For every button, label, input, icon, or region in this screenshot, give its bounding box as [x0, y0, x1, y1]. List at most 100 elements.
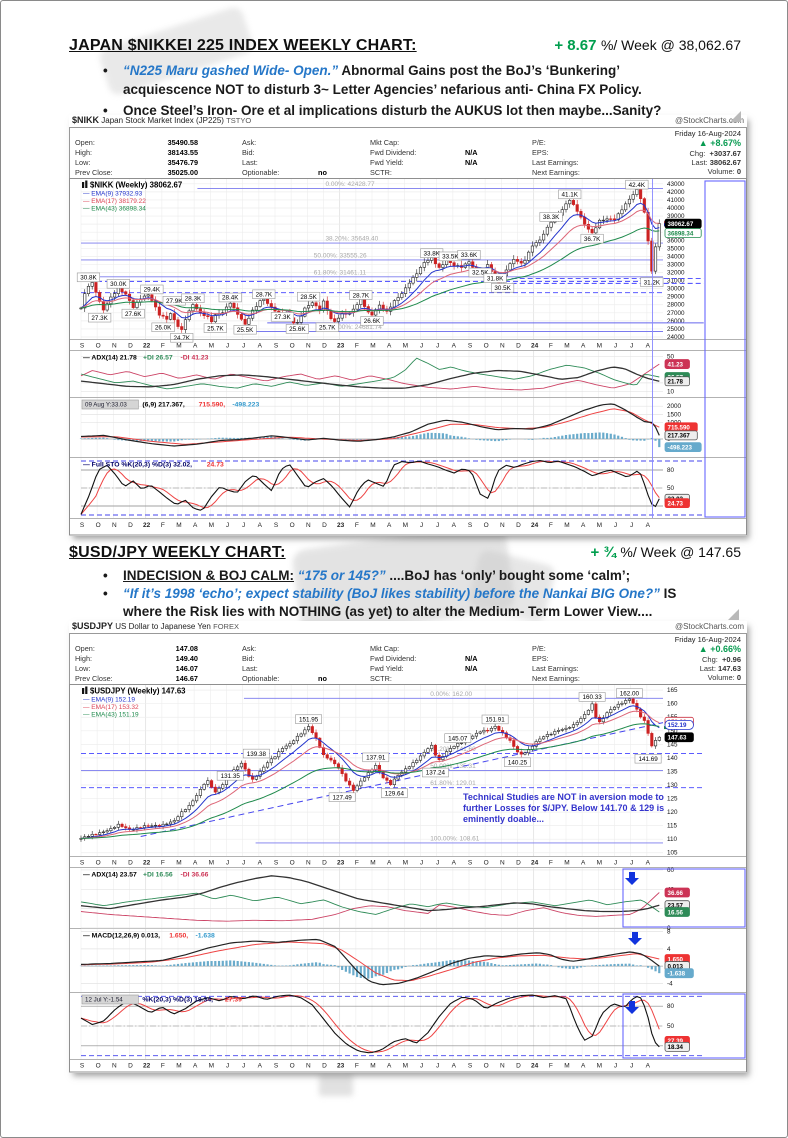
svg-text:J: J [614, 522, 617, 529]
svg-text:N: N [112, 1063, 117, 1070]
info-value: 35490.58 [167, 138, 198, 147]
svg-text:F: F [549, 343, 553, 350]
svg-text:O: O [96, 522, 101, 529]
svg-text:S: S [468, 1063, 473, 1070]
svg-text:28.4K: 28.4K [222, 295, 239, 302]
source-credit: @StockCharts.com [674, 116, 744, 125]
svg-text:50: 50 [667, 485, 675, 492]
svg-text:33.8K: 33.8K [423, 250, 440, 257]
svg-text:A: A [387, 860, 392, 867]
nikkei-bullet-2: • Once Steel’s Iron- Ore et al implicatio… [103, 103, 662, 118]
info-label: Prev Close: [75, 168, 113, 177]
svg-text:24.7K: 24.7K [173, 335, 190, 342]
svg-text:F: F [549, 860, 553, 867]
svg-text:$NIKK (Weekly) 38062.67: $NIKK (Weekly) 38062.67 [90, 181, 182, 190]
quote-date: Friday 16-Aug-2024 [674, 634, 741, 644]
info-label: High: [75, 148, 93, 157]
price-labels: 131.35 139.38 151.95 127.49 137.91 129.64 137.… [216, 688, 662, 802]
svg-text:J: J [242, 343, 245, 350]
svg-text:36.7K: 36.7K [584, 236, 601, 243]
quote-panel: Open: 35490.58 High: 38143.55 Low: 35476.79 Pr… [69, 127, 747, 179]
svg-text:21.78: 21.78 [668, 379, 684, 386]
svg-text:30.0K: 30.0K [110, 281, 127, 288]
svg-text:0.013: 0.013 [668, 963, 684, 970]
svg-text:165: 165 [667, 687, 678, 694]
info-value: 38143.55 [167, 148, 198, 157]
svg-text:D: D [322, 1063, 327, 1070]
svg-text:J: J [436, 343, 439, 350]
svg-text:F: F [355, 522, 359, 529]
svg-text:$USDJPY (Weekly) 147.63: $USDJPY (Weekly) 147.63 [90, 687, 186, 696]
svg-text:24: 24 [531, 860, 539, 867]
overlays [622, 868, 746, 1059]
ema-lines [80, 202, 660, 319]
svg-text:131.35: 131.35 [221, 773, 241, 780]
info-value: N/A [465, 158, 478, 167]
svg-text:-498.223: -498.223 [232, 402, 259, 409]
svg-text:23.57: 23.57 [668, 902, 684, 909]
svg-text:28.7K: 28.7K [256, 291, 273, 298]
down-arrow-icon [625, 1001, 639, 1014]
panel-macd: 200015001000009 Aug Y:33.03(6,9) 217.367… [79, 399, 702, 453]
nikkei-bullet-1: • “N225 Maru gashed Wide- Open.” Abnormal… [103, 63, 642, 97]
svg-text:F: F [355, 1063, 359, 1070]
svg-text:36898.34: 36898.34 [668, 230, 694, 237]
svg-text:A: A [193, 522, 198, 529]
svg-text:M: M [403, 860, 408, 867]
svg-text:715.590,: 715.590, [199, 402, 226, 409]
month-axis: S O N D 22 F M A M J J A S O N D 23 F M A M J J A S O N D 24 F M A M J J A S… [80, 860, 651, 1070]
info-label: Fwd Yield: [370, 664, 404, 673]
svg-text:— EMA(17) 38179.22: — EMA(17) 38179.22 [83, 198, 146, 205]
svg-text:M: M [403, 343, 408, 350]
svg-text:27.6K: 27.6K [125, 311, 142, 318]
svg-text:M: M [370, 860, 375, 867]
svg-text:O: O [96, 860, 101, 867]
svg-text:8: 8 [667, 929, 671, 936]
svg-text:M: M [597, 343, 602, 350]
svg-text:M: M [209, 343, 214, 350]
svg-text:-1.638: -1.638 [196, 933, 215, 940]
svg-text:J: J [630, 1063, 633, 1070]
quote-change: Chg: +3037.67 [689, 149, 741, 158]
svg-text:-4: -4 [667, 980, 673, 987]
ema-17 [80, 710, 660, 839]
svg-text:A: A [258, 343, 263, 350]
svg-text:115: 115 [667, 823, 678, 830]
svg-text:N: N [500, 522, 505, 529]
nikkei-title: JAPAN $NIKKEI 225 INDEX WEEKLY CHART: [69, 37, 417, 54]
svg-text:M: M [209, 860, 214, 867]
svg-text:33000: 33000 [667, 261, 685, 268]
svg-text:26000: 26000 [667, 318, 685, 325]
svg-text:24: 24 [531, 343, 539, 350]
info-value: no [318, 674, 327, 683]
nikkei-section-header: JAPAN $NIKKEI 225 INDEX WEEKLY CHART: + … [69, 37, 741, 55]
price-labels: 30.8K 27.3K 30.0K 27.6K 29.4K 26.0K 27.9K 24.7K… [76, 179, 664, 343]
svg-text:23: 23 [337, 860, 345, 867]
nikkei-week-change: + 8.67 %/ Week @ 38,062.67 [554, 37, 741, 54]
info-value: N/A [465, 148, 478, 157]
svg-text:S: S [274, 1063, 279, 1070]
svg-text:105: 105 [667, 850, 678, 857]
svg-text:18.34: 18.34 [668, 1044, 684, 1051]
svg-text:N: N [500, 1063, 505, 1070]
info-label: Bid: [242, 654, 255, 663]
svg-text:M: M [564, 1063, 569, 1070]
svg-text:— Full STO %K(20,3) %D(3) 32.0: — Full STO %K(20,3) %D(3) 32.02, [83, 462, 192, 469]
svg-text:2000: 2000 [667, 403, 682, 410]
svg-text:D: D [516, 343, 521, 350]
svg-text:A: A [581, 343, 586, 350]
svg-text:38062.67: 38062.67 [668, 221, 694, 228]
svg-text:— ADX(14) 21.78: — ADX(14) 21.78 [83, 355, 137, 362]
svg-text:41.1K: 41.1K [561, 192, 578, 199]
svg-text:F: F [161, 343, 165, 350]
quote-volume: Volume: 0 [707, 167, 741, 176]
svg-text:Technical Studies are NOT in a: Technical Studies are NOT in aversion mo… [463, 792, 664, 802]
y-axis: 105110115120125130135140145150155160165 [667, 687, 678, 857]
svg-text:80: 80 [667, 467, 675, 474]
svg-text:24.73: 24.73 [668, 500, 684, 507]
svg-text:715.590: 715.590 [668, 425, 691, 432]
svg-text:A: A [193, 860, 198, 867]
svg-text:N: N [306, 522, 311, 529]
svg-text:D: D [128, 860, 133, 867]
